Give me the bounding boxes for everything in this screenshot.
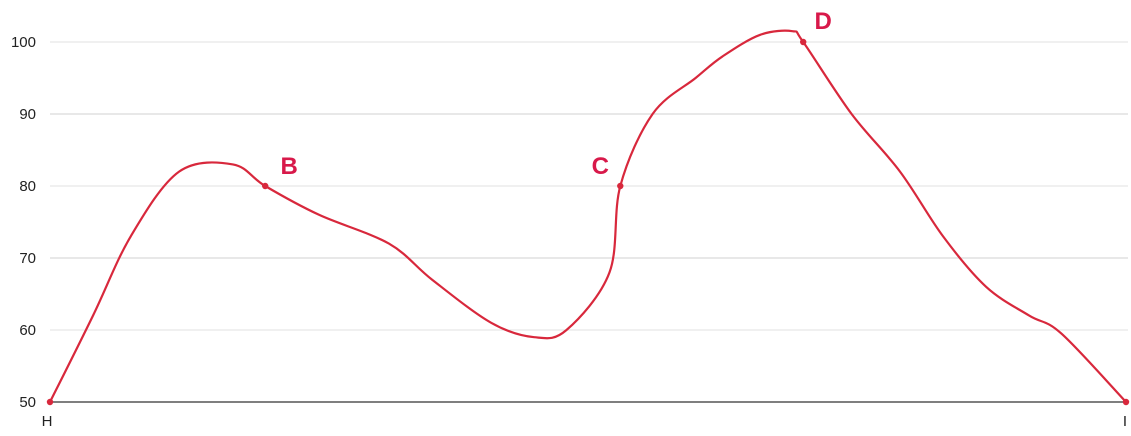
series-line-0 bbox=[48, 29, 1128, 404]
point-labels: B C D bbox=[281, 8, 832, 180]
point-marker-d bbox=[800, 38, 807, 46]
point-marker-c bbox=[617, 182, 624, 190]
endpoint-marker-i bbox=[1122, 398, 1130, 406]
series-lines bbox=[48, 29, 1128, 404]
y-tick-label: 70 bbox=[19, 250, 36, 267]
point-label-b: B bbox=[281, 153, 298, 180]
y-tick-label: 50 bbox=[19, 394, 36, 411]
point-label-d: D bbox=[815, 8, 832, 35]
point-markers bbox=[46, 38, 1130, 406]
y-axis-ticks: 50 60 70 80 90 100 bbox=[11, 34, 36, 411]
endpoint-marker-h bbox=[46, 398, 54, 406]
y-tick-label: 100 bbox=[11, 34, 36, 51]
point-label-c: C bbox=[592, 153, 609, 180]
y-tick-label: 80 bbox=[19, 178, 36, 195]
y-tick-label: 90 bbox=[19, 106, 36, 123]
y-tick-label: 60 bbox=[19, 322, 36, 339]
point-marker-b bbox=[262, 182, 269, 190]
x-endpoint-label-i: I bbox=[1123, 413, 1127, 430]
x-endpoint-label-h: H bbox=[42, 413, 53, 430]
gridlines bbox=[50, 41, 1128, 331]
